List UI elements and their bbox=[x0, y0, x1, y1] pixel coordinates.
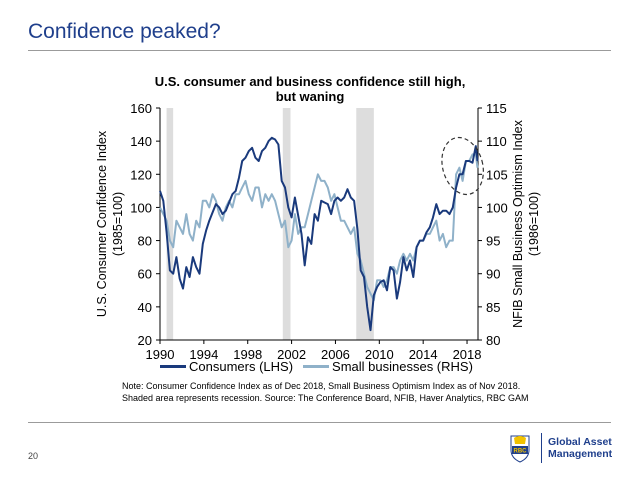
y-right-tick-label-105: 105 bbox=[486, 167, 508, 182]
y-right-tick-label-110: 110 bbox=[486, 134, 507, 149]
y-left-tick-label-160: 160 bbox=[130, 101, 152, 116]
logo-wordmark: Global Asset Management bbox=[548, 436, 612, 460]
title-divider bbox=[28, 50, 611, 51]
y-right-tick-label-85: 85 bbox=[486, 300, 500, 315]
y-right-tick-label-80: 80 bbox=[486, 333, 500, 348]
x-tick-label-2006: 2006 bbox=[321, 347, 350, 362]
y-right-tick-label-90: 90 bbox=[486, 267, 500, 282]
logo-line-2: Management bbox=[548, 448, 613, 460]
y-left-tick-label-40: 40 bbox=[138, 300, 152, 315]
recession-band-1 bbox=[282, 108, 291, 340]
page-title: Confidence peaked? bbox=[28, 20, 221, 43]
confidence-chart: 20 40 60 80 100 120 140 160 80 85 90 95 100 105 110 115… bbox=[95, 101, 541, 362]
peak-annotation-ellipse bbox=[441, 136, 484, 196]
footer-divider bbox=[28, 422, 611, 423]
x-tick-label-2010: 2010 bbox=[365, 347, 394, 362]
rbc-badge-text: RBC bbox=[514, 449, 528, 455]
y-right-axis-title-line-1: NFIB Small Business Optimism Index bbox=[511, 119, 525, 327]
chart-title-line-2: but waning bbox=[275, 89, 345, 104]
y-right-tick-label-100: 100 bbox=[486, 200, 508, 215]
chart-title-line-1: U.S. consumer and business confidence st… bbox=[154, 74, 466, 89]
legend-item-consumers: Consumers (LHS) bbox=[160, 359, 293, 374]
x-tick-label-1994: 1994 bbox=[189, 347, 218, 362]
y-left-tick-label-140: 140 bbox=[130, 134, 152, 149]
x-tick-label-2018: 2018 bbox=[453, 347, 482, 362]
chart-note: Note: Consumer Confidence Index as of De… bbox=[122, 380, 529, 404]
legend-swatch-small-businesses bbox=[303, 365, 330, 368]
legend-swatch-consumers bbox=[160, 365, 186, 368]
rbc-lion-shield-icon: RBC bbox=[510, 435, 530, 463]
chart-legend: Consumers (LHS) Small businesses (RHS) bbox=[160, 359, 483, 374]
y-right-axis-title-line-2: (1986=100) bbox=[527, 192, 541, 256]
y-left-tick-label-100: 100 bbox=[130, 200, 152, 215]
y-left-axis-title-line-1: U.S. Consumer Confidence Index bbox=[95, 130, 109, 317]
x-tick-label-2002: 2002 bbox=[277, 347, 306, 362]
y-left-tick-label-60: 60 bbox=[138, 267, 152, 282]
x-tick-label-2014: 2014 bbox=[409, 347, 438, 362]
x-tick-label-1990: 1990 bbox=[146, 347, 175, 362]
legend-label-consumers: Consumers (LHS) bbox=[189, 359, 294, 374]
rbc-gam-logo: RBC Global Asset Management bbox=[505, 432, 612, 464]
logo-divider bbox=[541, 433, 542, 463]
chart-title: U.S. consumer and business confidence st… bbox=[130, 74, 490, 104]
x-tick-label-1998: 1998 bbox=[233, 347, 262, 362]
legend-item-small-businesses: Small businesses (RHS) bbox=[303, 359, 473, 374]
note-line-1: Note: Consumer Confidence Index as of De… bbox=[122, 381, 521, 391]
y-right-tick-label-115: 115 bbox=[486, 101, 507, 116]
series-line-consumers bbox=[159, 136, 479, 332]
recession-band-2 bbox=[356, 108, 374, 340]
y-left-tick-label-80: 80 bbox=[138, 234, 152, 249]
y-right-tick-label-95: 95 bbox=[486, 234, 500, 249]
note-line-2: Shaded area represents recession. Source… bbox=[122, 393, 529, 403]
y-left-tick-label-20: 20 bbox=[138, 333, 152, 348]
logo-line-1: Global Asset bbox=[548, 436, 612, 448]
recession-band-0 bbox=[166, 108, 174, 340]
y-left-tick-label-120: 120 bbox=[130, 167, 152, 182]
page-number: 20 bbox=[28, 451, 39, 461]
y-left-axis-title-line-2: (1985=100) bbox=[111, 192, 125, 256]
legend-label-small-businesses: Small businesses (RHS) bbox=[332, 359, 473, 374]
